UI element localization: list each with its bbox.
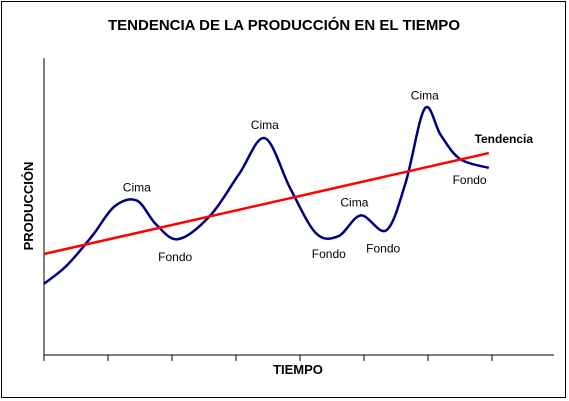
trend-label: Tendencia (475, 132, 534, 146)
production-line (43, 105, 490, 285)
chart-title: TENDENCIA DE LA PRODUCCIÓN EN EL TIEMPO (108, 16, 460, 34)
peak-label: Cima (340, 195, 368, 209)
peak-label: Cima (123, 181, 151, 195)
y-axis-label: PRODUCCIÓN (21, 162, 36, 251)
trough-label: Fondo (366, 241, 400, 255)
plot-area: Cima Fondo Cima Fondo Cima Fondo Cima Fondo Tend… (43, 58, 554, 361)
x-axis-label: TIEMPO (273, 362, 323, 377)
trend-line (43, 151, 490, 256)
peak-label: Cima (251, 118, 279, 132)
trough-label: Fondo (453, 173, 487, 187)
trough-label: Fondo (312, 247, 346, 261)
peak-label: Cima (411, 88, 439, 102)
trough-label: Fondo (158, 250, 192, 264)
